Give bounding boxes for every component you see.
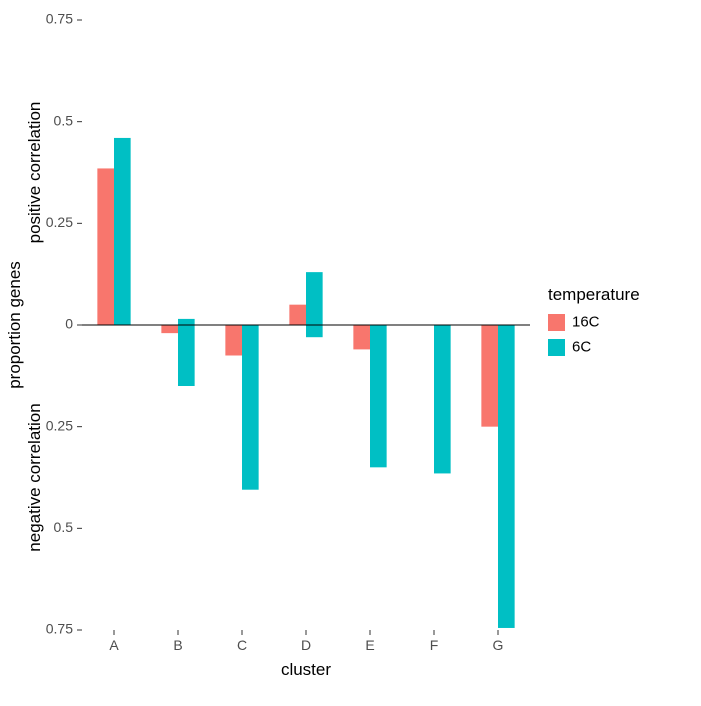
bar-6c: [306, 272, 323, 325]
y-tick-label: 0.5: [54, 112, 74, 128]
x-tick-label: B: [173, 637, 182, 653]
bar-6c: [178, 325, 195, 386]
bar-6c: [114, 138, 131, 325]
bar-16c: [97, 168, 114, 325]
bar-16c: [481, 325, 498, 427]
legend-title: temperature: [548, 285, 640, 304]
y-tick-label: 0.75: [46, 621, 73, 637]
y-axis-title-upper: positive correlation: [25, 102, 44, 244]
y-tick-label: 0: [65, 316, 73, 332]
y-axis-title-lower: negative correlation: [25, 403, 44, 551]
bar-6c: [434, 325, 451, 473]
x-tick-label: D: [301, 637, 311, 653]
chart-svg: 0.75 0.5 0.25 0 0.25 0.5 0.75 A B C D E F Gcluster pro…: [0, 0, 701, 701]
bar-6c: [498, 325, 515, 628]
y-axis-title-outer: proportion genes: [5, 261, 24, 389]
bar-16c: [289, 305, 306, 325]
legend-swatch: [548, 339, 565, 356]
bar-6c: [306, 325, 323, 337]
bar-16c: [353, 325, 370, 349]
y-tick-label: 0.75: [46, 11, 73, 27]
x-tick-label: F: [430, 637, 439, 653]
x-axis-title: cluster: [281, 660, 331, 679]
bar-6c: [370, 325, 387, 467]
y-tick-label: 0.25: [46, 214, 73, 230]
legend-swatch: [548, 314, 565, 331]
x-tick-label: G: [493, 637, 504, 653]
bar-16c: [225, 325, 242, 356]
y-tick-label: 0.5: [54, 519, 74, 535]
legend-label: 16C: [572, 313, 600, 330]
chart-container: 0.75 0.5 0.25 0 0.25 0.5 0.75 A B C D E F Gcluster pro…: [0, 0, 701, 701]
x-tick-label: E: [365, 637, 374, 653]
x-tick-label: C: [237, 637, 247, 653]
x-tick-label: A: [109, 637, 119, 653]
bar-6c: [178, 319, 195, 325]
bar-6c: [242, 325, 259, 490]
legend-label: 6C: [572, 338, 591, 355]
bar-16c: [161, 325, 178, 333]
y-tick-label: 0.25: [46, 417, 73, 433]
